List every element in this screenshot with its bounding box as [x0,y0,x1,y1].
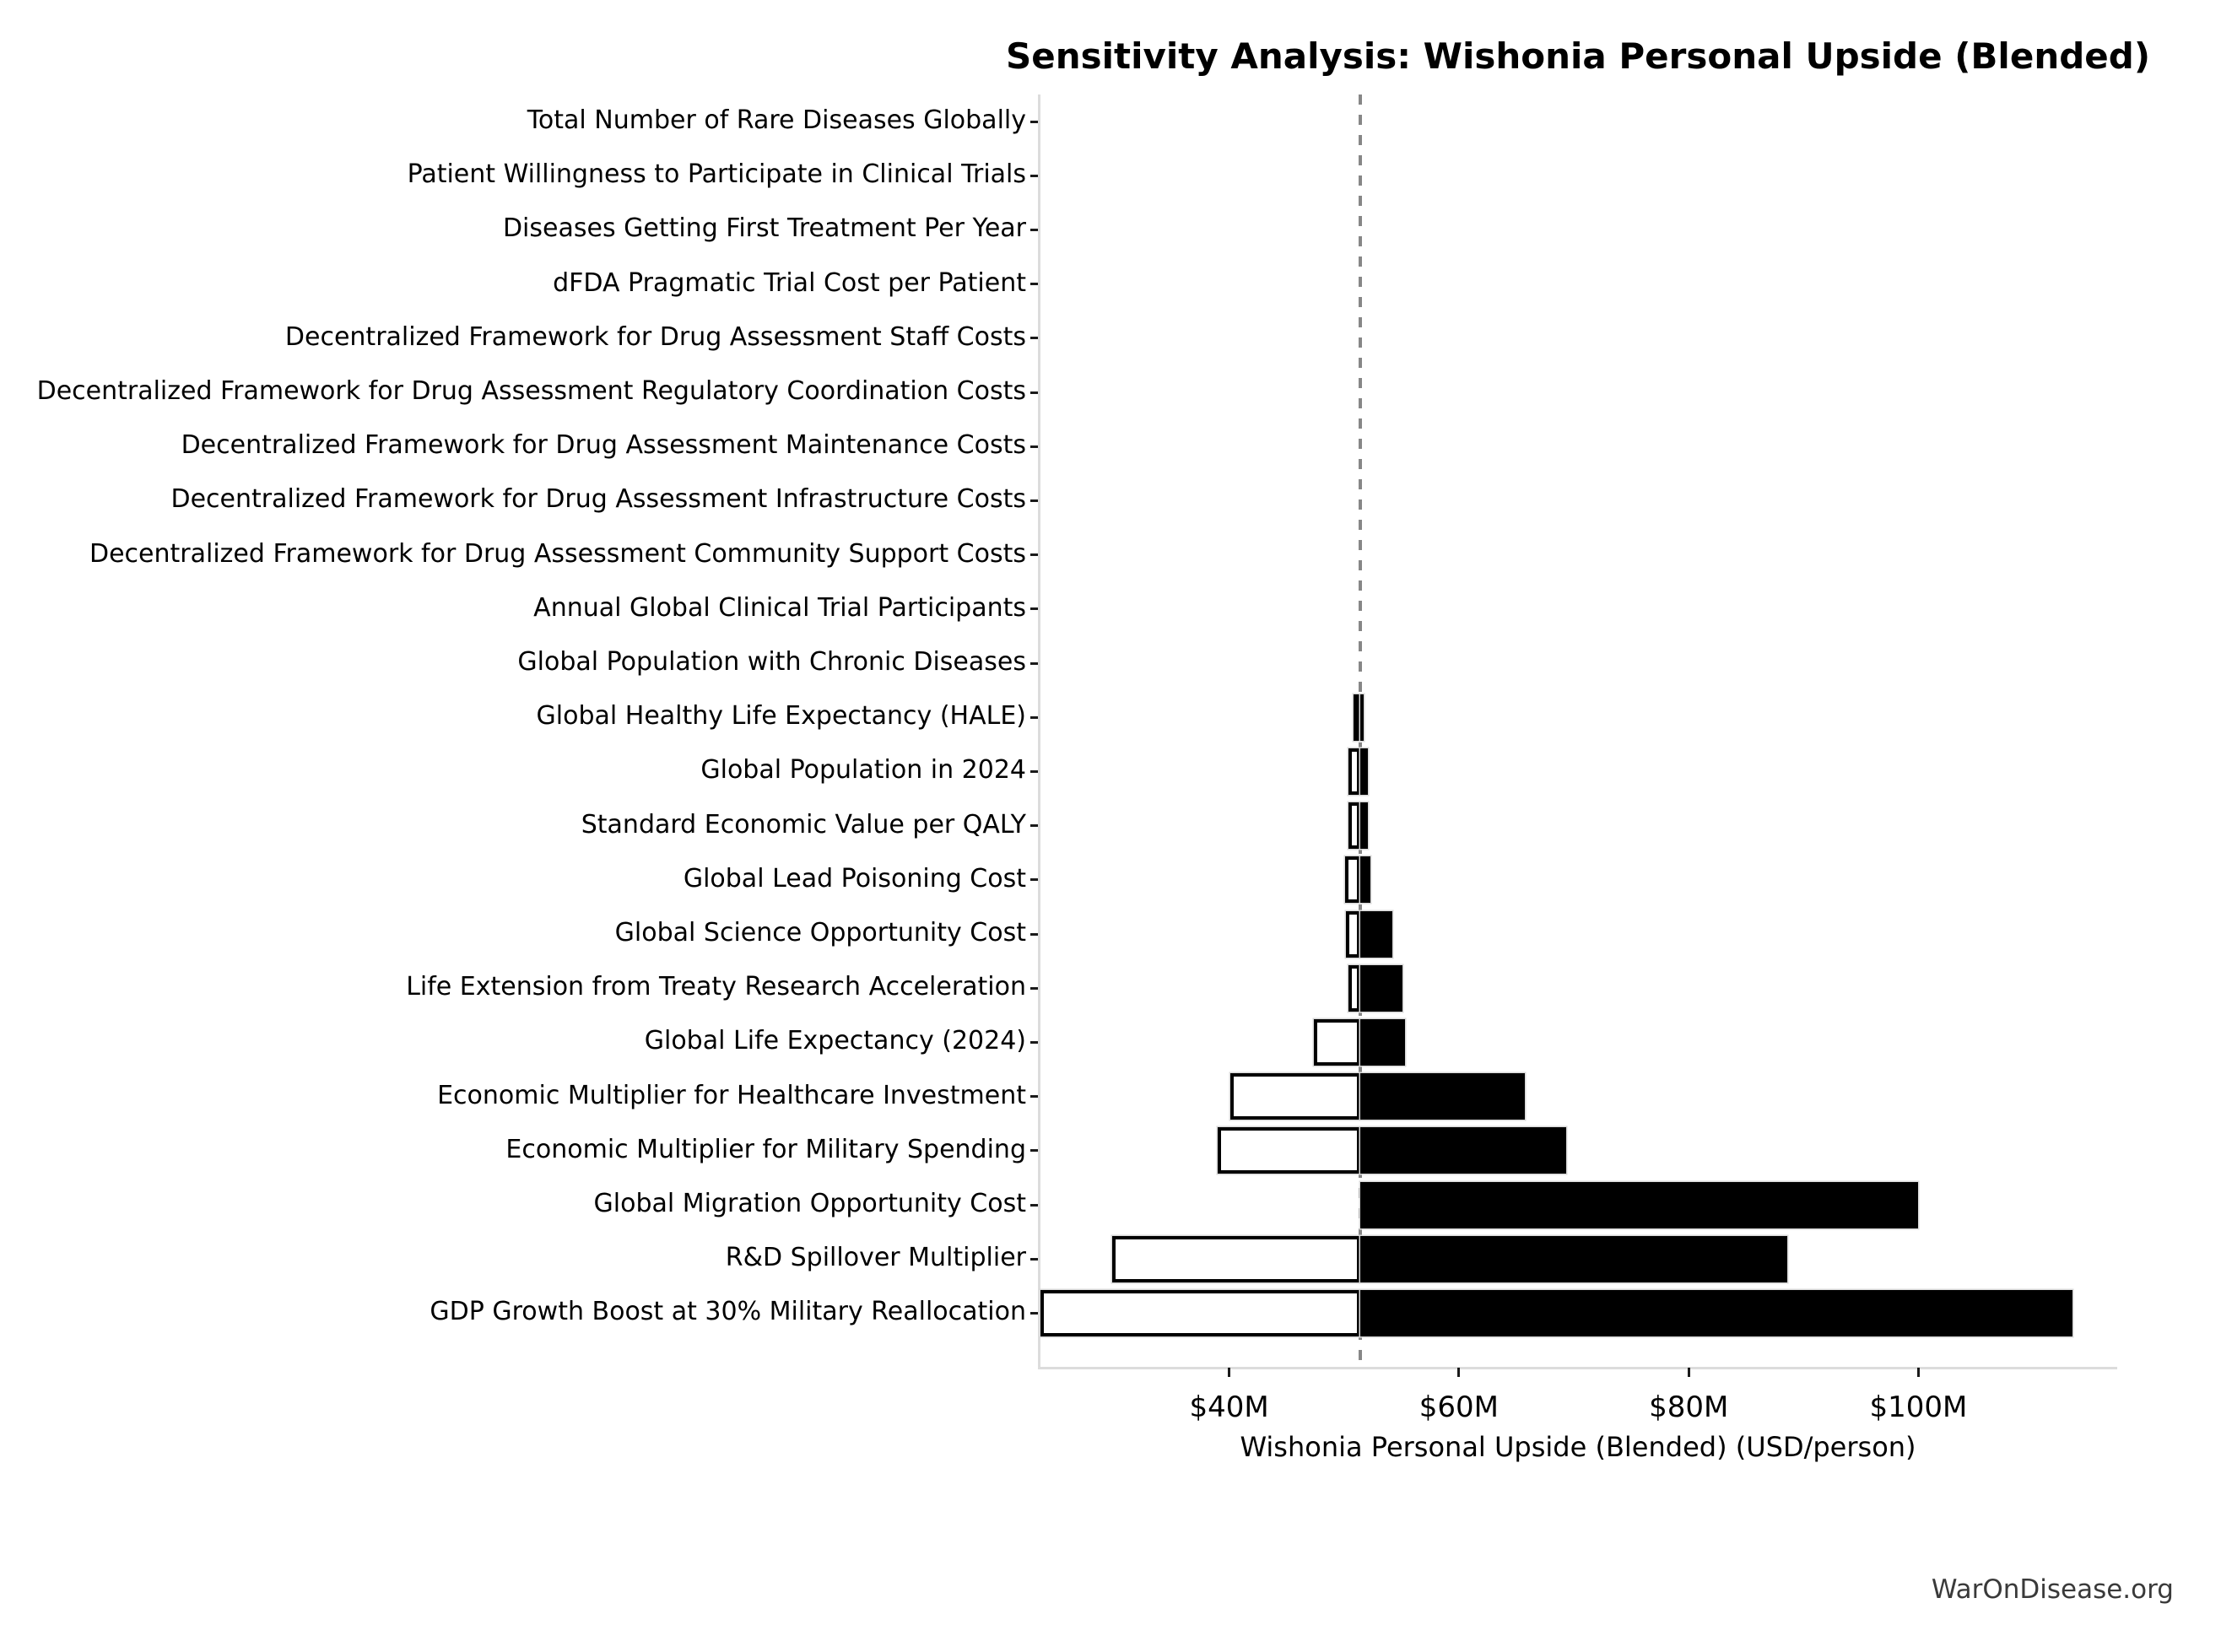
y-axis-label: Global Lead Poisoning Cost [683,863,1026,893]
sensitivity-bar-low [1346,910,1360,958]
y-axis-tick [1030,120,1038,123]
sensitivity-bar-low [1040,1289,1360,1336]
y-axis-label: GDP Growth Boost at 30% Military Realloc… [430,1297,1026,1327]
y-axis-tick [1030,1095,1038,1099]
sensitivity-bar-low [1111,1235,1360,1282]
sensitivity-bar-high [1359,694,1364,741]
sensitivity-bar-high [1359,856,1371,904]
x-axis-tick [1228,1368,1231,1377]
y-axis-label: Global Population with Chronic Diseases [517,647,1026,677]
y-axis-tick [1030,715,1038,719]
y-axis-tick [1030,1257,1038,1261]
y-axis-label: Diseases Getting First Treatment Per Yea… [502,213,1026,244]
y-axis-label: Decentralized Framework for Drug Assessm… [170,484,1026,515]
y-axis-tick [1030,445,1038,448]
sensitivity-bar-high [1359,1127,1566,1174]
x-axis-spine [1038,1367,2117,1369]
y-axis-tick [1030,661,1038,665]
sensitivity-bar-high [1359,1181,1919,1228]
y-axis-tick [1030,607,1038,611]
y-axis-label: Global Life Expectancy (2024) [644,1026,1026,1056]
sensitivity-bar-low [1348,802,1360,850]
y-axis-label: Decentralized Framework for Drug Assessm… [89,538,1026,569]
y-axis-label: Global Migration Opportunity Cost [593,1189,1026,1218]
y-axis-label: Global Science Opportunity Cost [614,918,1026,947]
sensitivity-bar-low [1218,1127,1360,1174]
x-axis-tick-label: $40M [1189,1390,1269,1424]
x-axis-tick-label: $100M [1869,1390,1968,1424]
y-axis-tick [1030,932,1038,936]
y-axis-label: dFDA Pragmatic Trial Cost per Patient [553,267,1026,298]
y-axis-label: Economic Multiplier for Healthcare Inves… [437,1080,1026,1110]
y-axis-label: Global Healthy Life Expectancy (HALE) [536,701,1026,732]
y-axis-tick [1030,1149,1038,1153]
sensitivity-bar-low [1353,694,1360,741]
sensitivity-bar-low [1345,856,1360,904]
sensitivity-bar-high [1359,910,1392,958]
sensitivity-bar-high [1359,748,1369,795]
y-axis-tick [1030,283,1038,286]
x-axis-tick [1687,1368,1690,1377]
x-axis-tick [1916,1368,1920,1377]
sensitivity-bar-high [1359,1235,1788,1282]
y-axis-label: Annual Global Clinical Trial Participant… [533,592,1026,623]
y-axis-tick [1030,769,1038,773]
sensitivity-bar-low [1314,1018,1360,1066]
chart-title: Sensitivity Analysis: Wishonia Personal … [1005,35,2151,77]
y-axis-tick [1030,391,1038,394]
y-axis-label: Life Extension from Treaty Research Acce… [406,972,1026,1002]
y-axis-tick [1030,1040,1038,1044]
y-axis-label: R&D Spillover Multiplier [725,1243,1026,1273]
y-axis-tick [1030,1203,1038,1207]
y-axis-tick [1030,553,1038,557]
y-axis-label: Decentralized Framework for Drug Assessm… [284,321,1026,352]
sensitivity-bar-high [1359,1073,1525,1120]
sensitivity-bar-low [1229,1073,1360,1120]
y-axis-label: Decentralized Framework for Drug Assessm… [181,430,1026,461]
x-axis-tick-label: $60M [1419,1390,1500,1424]
x-axis-tick [1457,1368,1461,1377]
sensitivity-bar-high [1359,802,1369,850]
watermark-text: WarOnDisease.org [1931,1574,2174,1605]
y-axis-tick [1030,337,1038,340]
y-axis-spine [1038,94,1040,1368]
y-axis-tick [1030,1311,1038,1315]
sensitivity-bar-high [1359,1018,1405,1066]
y-axis-label: Global Population in 2024 [700,755,1026,786]
y-axis-tick [1030,228,1038,231]
sensitivity-bar-high [1359,964,1403,1012]
y-axis-label: Economic Multiplier for Military Spendin… [505,1134,1026,1164]
y-axis-label: Decentralized Framework for Drug Assessm… [36,376,1026,406]
x-axis-title: Wishonia Personal Upside (Blended) (USD/… [1240,1431,1916,1463]
y-axis-tick [1030,824,1038,828]
y-axis-tick [1030,878,1038,882]
y-axis-label: Total Number of Rare Diseases Globally [527,105,1026,135]
y-axis-tick [1030,986,1038,990]
sensitivity-bar-high [1359,1289,2072,1336]
y-axis-label: Standard Economic Value per QALY [581,809,1026,839]
y-axis-tick [1030,499,1038,502]
sensitivity-bar-low [1348,964,1360,1012]
y-axis-label: Patient Willingness to Participate in Cl… [407,159,1026,190]
y-axis-tick [1030,174,1038,177]
x-axis-tick-label: $80M [1649,1390,1729,1424]
sensitivity-bar-low [1348,748,1360,795]
